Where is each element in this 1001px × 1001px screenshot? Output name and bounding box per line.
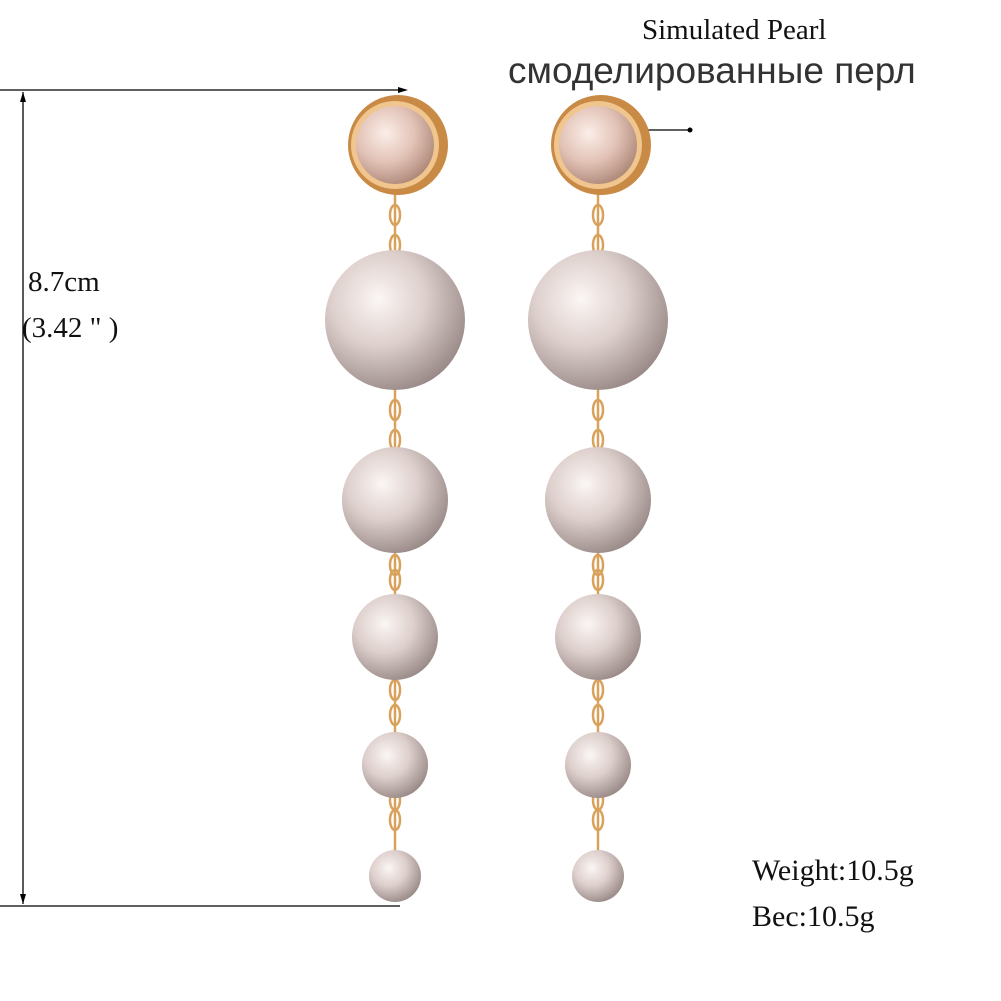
- stud-pearl: [559, 106, 637, 184]
- chain-ring: [591, 203, 605, 227]
- chain-ring: [388, 203, 402, 227]
- pearl-bead: [352, 594, 438, 680]
- pearl-bead: [342, 447, 448, 553]
- chain-ring: [591, 808, 605, 832]
- pointer-dot: [687, 127, 693, 133]
- left-earring: [325, 95, 465, 902]
- chain-ring: [591, 703, 605, 727]
- pearl-bead: [325, 250, 465, 390]
- chain-ring: [388, 398, 402, 422]
- weight-label-ru: Bec:10.5g: [752, 900, 875, 933]
- length-cm-label: 8.7cm: [28, 266, 100, 298]
- pearl-bead: [555, 594, 641, 680]
- measurement-lines: [0, 87, 693, 907]
- length-inch-label: (3.42 " ): [22, 312, 119, 344]
- pearl-bead: [572, 850, 624, 902]
- stud-pearl: [356, 106, 434, 184]
- right-earring: [528, 95, 668, 902]
- chain-ring: [388, 808, 402, 832]
- material-label-en: Simulated Pearl: [642, 14, 827, 46]
- chain-ring: [591, 553, 605, 577]
- pearl-bead: [369, 850, 421, 902]
- chain-ring: [388, 553, 402, 577]
- chain-ring: [591, 568, 605, 592]
- pearl-bead: [528, 250, 668, 390]
- weight-label-en: Weight:10.5g: [752, 854, 914, 887]
- pearl-bead: [362, 732, 428, 798]
- chain-ring: [591, 398, 605, 422]
- arrow-down-icon: [20, 894, 26, 904]
- chain-ring: [388, 568, 402, 592]
- arrow-right-icon: [398, 87, 408, 93]
- material-label-ru: смоделированные перл: [508, 50, 916, 91]
- arrow-up-icon: [20, 92, 26, 102]
- pearl-bead: [565, 732, 631, 798]
- pearl-bead: [545, 447, 651, 553]
- chain-ring: [388, 703, 402, 727]
